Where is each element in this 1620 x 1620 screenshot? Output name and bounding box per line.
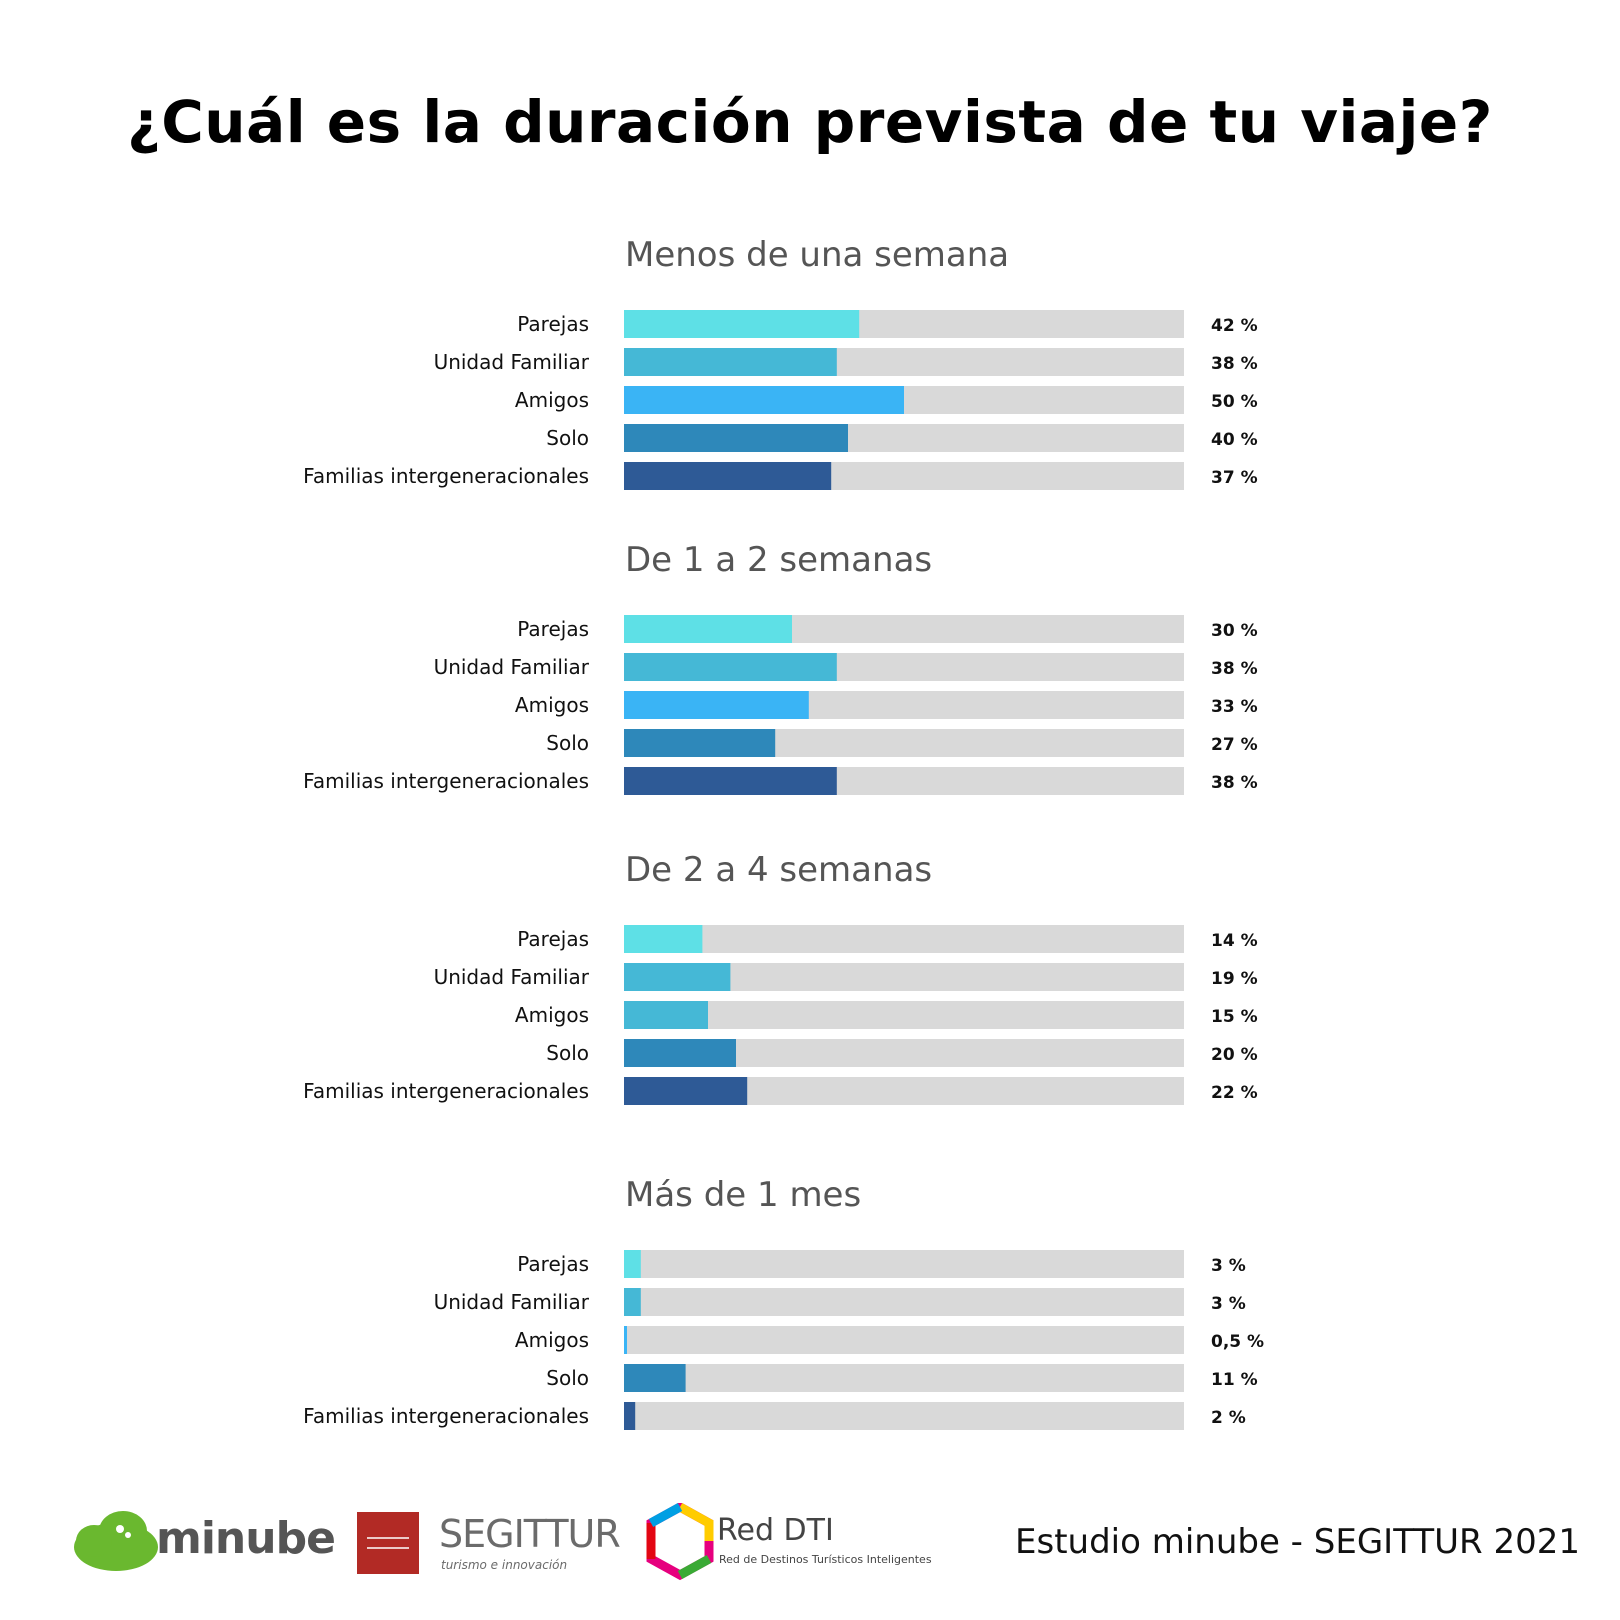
category-label: Amigos [515, 1328, 589, 1352]
value-label: 42 % [1211, 316, 1258, 336]
bar [624, 1364, 686, 1392]
category-label: Amigos [515, 1003, 589, 1027]
value-label: 2 % [1211, 1408, 1246, 1428]
bar [624, 462, 832, 490]
category-label: Amigos [515, 693, 589, 717]
value-label: 11 % [1211, 1370, 1258, 1390]
page-title: ¿Cuál es la duración prevista de tu viaj… [127, 88, 1493, 156]
value-label: 14 % [1211, 931, 1258, 951]
value-label: 40 % [1211, 430, 1258, 450]
segittur-logo: SEGITTUR turismo e innovación [357, 1512, 621, 1582]
value-label: 37 % [1211, 468, 1258, 488]
bar-track [624, 1288, 1184, 1316]
segittur-logo-text: SEGITTUR [439, 1512, 621, 1556]
bar [624, 767, 837, 795]
source-note: Estudio minube - SEGITTUR 2021 [1015, 1522, 1580, 1562]
bar [624, 386, 904, 414]
red-dti-logo-text: Red DTI [717, 1513, 834, 1548]
section-title: De 1 a 2 semanas [625, 540, 932, 580]
bar [624, 1402, 636, 1430]
category-label: Solo [546, 426, 589, 450]
bar-track [624, 1250, 1184, 1278]
bar [624, 729, 776, 757]
section-title: Menos de una semana [625, 235, 1009, 275]
bar [624, 348, 837, 376]
minube-logo-text: minube [156, 1513, 336, 1564]
value-label: 0,5 % [1211, 1332, 1264, 1352]
category-label: Unidad Familiar [434, 1290, 590, 1314]
category-label: Parejas [517, 312, 589, 336]
bar [624, 1326, 627, 1354]
category-label: Solo [546, 1041, 589, 1065]
bar-chart: Menos de una semana Parejas 42 % Unidad Fam… [303, 235, 1264, 1430]
value-label: 20 % [1211, 1045, 1258, 1065]
bar-track [624, 1364, 1184, 1392]
bar [624, 615, 792, 643]
bar [624, 925, 703, 953]
section-title: Más de 1 mes [625, 1175, 861, 1215]
bar-track [624, 1402, 1184, 1430]
value-label: 15 % [1211, 1007, 1258, 1027]
value-label: 38 % [1211, 354, 1258, 374]
category-label: Parejas [517, 1252, 589, 1276]
bar [624, 963, 731, 991]
category-label: Amigos [515, 388, 589, 412]
value-label: 50 % [1211, 392, 1258, 412]
bar-track [624, 1001, 1184, 1029]
value-label: 3 % [1211, 1294, 1246, 1314]
cloud-icon [74, 1511, 158, 1571]
bar [624, 691, 809, 719]
category-label: Familias intergeneracionales [303, 1079, 589, 1103]
bar [624, 1001, 708, 1029]
segittur-mark-icon [357, 1512, 419, 1574]
category-label: Unidad Familiar [434, 965, 590, 989]
category-label: Parejas [517, 927, 589, 951]
value-label: 27 % [1211, 735, 1258, 755]
category-label: Unidad Familiar [434, 655, 590, 679]
value-label: 3 % [1211, 1256, 1246, 1276]
bar [624, 424, 848, 452]
value-label: 38 % [1211, 659, 1258, 679]
value-label: 22 % [1211, 1083, 1258, 1103]
bar [624, 653, 837, 681]
minube-logo: minube [68, 1505, 336, 1585]
hexagon-icon [646, 1503, 714, 1581]
bar [624, 1077, 748, 1105]
category-label: Solo [546, 731, 589, 755]
bar [624, 1250, 641, 1278]
category-label: Solo [546, 1366, 589, 1390]
value-label: 33 % [1211, 697, 1258, 717]
red-dti-logo-subtitle: Red de Destinos Turísticos Inteligentes [719, 1553, 932, 1566]
value-label: 30 % [1211, 621, 1258, 641]
value-label: 38 % [1211, 773, 1258, 793]
bar [624, 1039, 736, 1067]
bar [624, 310, 860, 338]
bar-track [624, 925, 1184, 953]
category-label: Parejas [517, 617, 589, 641]
section-title: De 2 a 4 semanas [625, 850, 932, 890]
red-dti-logo: Red DTI Red de Destinos Turísticos Intel… [645, 1503, 945, 1583]
category-label: Familias intergeneracionales [303, 464, 589, 488]
value-label: 19 % [1211, 969, 1258, 989]
bar [624, 1288, 641, 1316]
category-label: Familias intergeneracionales [303, 769, 589, 793]
category-label: Familias intergeneracionales [303, 1404, 589, 1428]
bar-track [624, 1326, 1184, 1354]
category-label: Unidad Familiar [434, 350, 590, 374]
segittur-logo-subtitle: turismo e innovación [441, 1558, 568, 1572]
